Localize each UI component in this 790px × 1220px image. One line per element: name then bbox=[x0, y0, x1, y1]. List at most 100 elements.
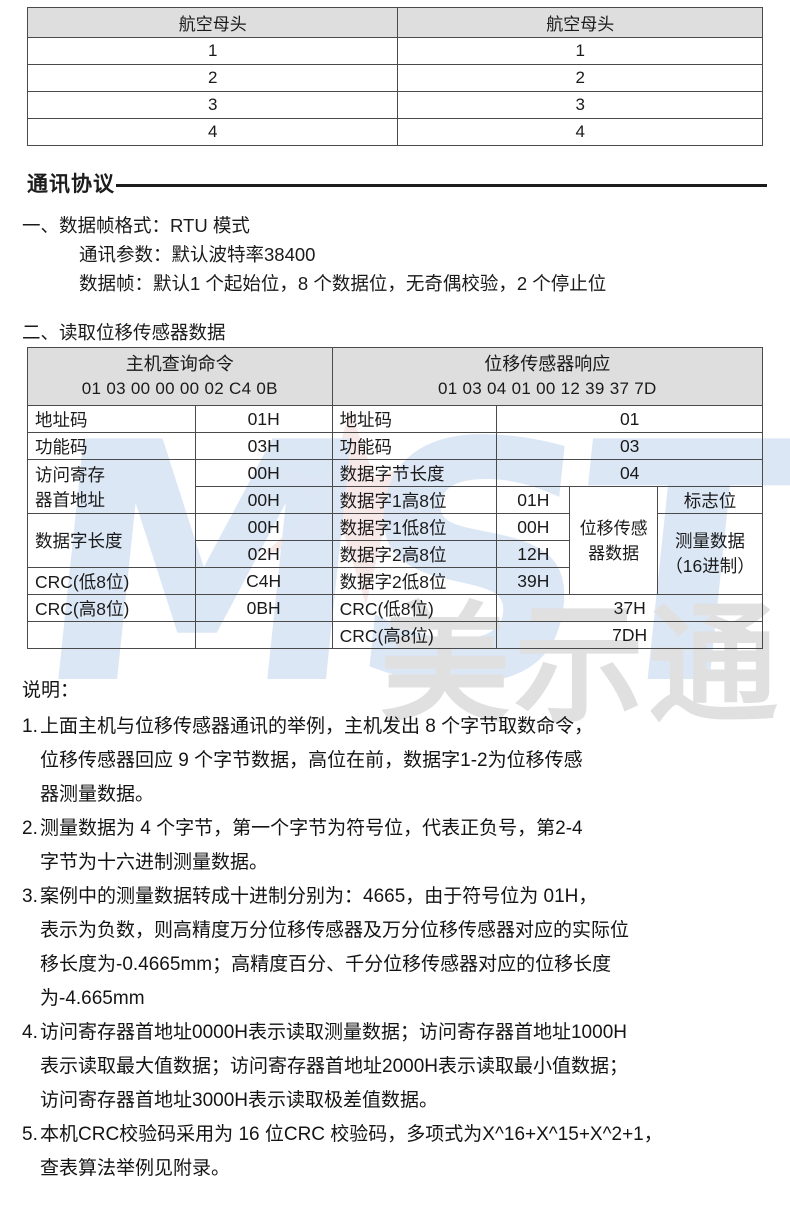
note-item: 3. 案例中的测量数据转成十进制分别为：4665，由于符号位为 01H， 表示为负数… bbox=[22, 880, 782, 1016]
host-data-length-label: 数据字长度 bbox=[27, 513, 196, 568]
host-label: CRC(高8位) bbox=[27, 594, 196, 622]
host-label: 功能码 bbox=[27, 432, 196, 460]
note-body: 访问寄存器首地址0000H表示读取测量数据；访问寄存器首地址1000H 表示读取最… bbox=[40, 1016, 782, 1118]
note-number: 3. bbox=[22, 886, 38, 907]
sensor-value: 12H bbox=[496, 540, 571, 568]
connector-cell: 1 bbox=[26, 37, 399, 65]
note-item: 2. 测量数据为 4 个字节，第一个字节为符号位，代表正负号，第2-4 字节为十六进… bbox=[22, 812, 782, 880]
table-row: 00H 数据字1高8位 01H 位移传感器数据 标志位 bbox=[28, 486, 763, 595]
host-command-header: 主机查询命令 01 03 00 00 00 02 C4 0B bbox=[27, 347, 333, 406]
sensor-label: 数据字1低8位 bbox=[331, 513, 498, 541]
note-line: 案例中的测量数据转成十进制分别为：4665，由于符号位为 01H， bbox=[40, 886, 598, 907]
section-title: 通讯协议 bbox=[27, 173, 115, 196]
note-line: 移长度为-0.4665mm；高精度百分、千分位移传感器对应的位移长度 bbox=[40, 954, 612, 975]
note-body: 本机CRC校验码采用为 16 位CRC 校验码，多项式为X^16+X^15+X^… bbox=[40, 1118, 782, 1186]
host-register-address-line-1: 访问寄存 bbox=[35, 464, 105, 485]
host-command-hex: 01 03 00 00 00 02 C4 0B bbox=[81, 379, 278, 398]
notes-heading: 说明： bbox=[22, 680, 80, 701]
sensor-value: 01 bbox=[496, 405, 763, 433]
note-line: 为-4.665mm bbox=[40, 988, 145, 1009]
host-label: 地址码 bbox=[27, 405, 196, 433]
connector-cell: 4 bbox=[26, 118, 399, 146]
table-row: 地址码 01H 地址码 01 bbox=[27, 405, 763, 433]
host-value: 03H bbox=[194, 432, 333, 460]
table-row: 4 4 bbox=[26, 118, 763, 146]
table-row: 3 3 bbox=[26, 91, 763, 119]
table-row: 1 1 bbox=[26, 37, 763, 65]
sensor-label: 数据字2低8位 bbox=[331, 567, 498, 595]
sensor-response-hex: 01 03 04 01 00 12 39 37 7D bbox=[437, 379, 657, 398]
note-line: 表示为负数，则高精度万分位移传感器及万分位移传感器对应的实际位 bbox=[40, 920, 630, 941]
sensor-value: 7DH bbox=[496, 621, 763, 649]
table-row: 2 2 bbox=[26, 64, 763, 92]
sensor-value: 03 bbox=[496, 432, 763, 460]
note-body: 上面主机与位移传感器通讯的举例，主机发出 8 个字节取数命令， 位移传感器回应 9… bbox=[40, 710, 782, 812]
sensor-response-title: 位移传感器响应 bbox=[484, 354, 611, 374]
protocol-header-row: 主机查询命令 01 03 00 00 00 02 C4 0B 位移传感器响应 0… bbox=[27, 347, 764, 406]
sensor-label: 数据字节长度 bbox=[331, 459, 498, 487]
sensor-label: 功能码 bbox=[331, 432, 498, 460]
note-number: 2. bbox=[22, 818, 38, 839]
frame-format-block: 一、数据帧格式：RTU 模式 通讯参数：默认波特率38400 数据帧：默认1 个… bbox=[22, 211, 606, 298]
section-rule bbox=[116, 183, 767, 187]
table-row: 02H 数据字2高8位 12H bbox=[28, 540, 763, 568]
aviation-connector-table: 航空母头 航空母头 1 1 2 2 3 3 4 4 bbox=[26, 7, 763, 146]
sensor-value: 00H bbox=[496, 513, 571, 541]
connector-cell: 2 bbox=[397, 64, 763, 92]
host-command-title: 主机查询命令 bbox=[125, 354, 234, 374]
note-line: 字节为十六进制测量数据。 bbox=[40, 852, 269, 873]
connector-header-left: 航空母头 bbox=[26, 7, 399, 38]
note-line: 表示读取最大值数据；访问寄存器首地址2000H表示读取最小值数据； bbox=[40, 1056, 628, 1077]
note-number: 1. bbox=[22, 716, 38, 737]
note-item: 1. 上面主机与位移传感器通讯的举例，主机发出 8 个字节取数命令， 位移传感器回应… bbox=[22, 710, 782, 812]
table-row: 功能码 03H 功能码 03 bbox=[27, 432, 763, 460]
sensor-label: CRC(低8位) bbox=[331, 594, 498, 622]
host-label-empty bbox=[27, 621, 196, 649]
note-number: 4. bbox=[22, 1022, 38, 1043]
measurement-data-label: 测量数据（16进制） bbox=[657, 513, 763, 595]
connector-header-right: 航空母头 bbox=[397, 7, 763, 38]
protocol-table: 主机查询命令 01 03 00 00 00 02 C4 0B 位移传感器响应 0… bbox=[27, 347, 764, 649]
host-value: 02H bbox=[194, 540, 333, 568]
connector-cell: 4 bbox=[397, 118, 763, 146]
table-header-row: 航空母头 航空母头 bbox=[26, 7, 763, 38]
host-value: 00H bbox=[194, 459, 333, 487]
connector-cell: 3 bbox=[26, 91, 399, 119]
note-body: 测量数据为 4 个字节，第一个字节为符号位，代表正负号，第2-4 字节为十六进制测… bbox=[40, 812, 782, 880]
table-row: 访问寄存 器首地址 00H 数据字节长度 04 bbox=[27, 459, 763, 514]
sensor-value: 01H bbox=[496, 486, 571, 514]
note-line: 访问寄存器首地址0000H表示读取测量数据；访问寄存器首地址1000H bbox=[40, 1022, 627, 1043]
notes-section: 说明： 1. 上面主机与位移传感器通讯的举例，主机发出 8 个字节取数命令， 位移传… bbox=[22, 674, 782, 1186]
sensor-response-header: 位移传感器响应 01 03 04 01 00 12 39 37 7D bbox=[331, 347, 764, 406]
connector-cell: 3 bbox=[397, 91, 763, 119]
sensor-label: 地址码 bbox=[331, 405, 498, 433]
host-label: CRC(低8位) bbox=[27, 567, 196, 595]
notes-list: 1. 上面主机与位移传感器通讯的举例，主机发出 8 个字节取数命令， 位移传感器回应… bbox=[22, 710, 782, 1186]
host-value: 01H bbox=[194, 405, 333, 433]
sensor-label: CRC(高8位) bbox=[331, 621, 498, 649]
sensor-label: 数据字1高8位 bbox=[331, 486, 498, 514]
sensor-value: 39H bbox=[496, 567, 571, 595]
table-row: CRC(低8位) C4H 数据字2低8位 39H bbox=[27, 567, 763, 595]
note-line: 访问寄存器首地址3000H表示读取极差值数据。 bbox=[40, 1090, 438, 1111]
host-value: 0BH bbox=[194, 594, 333, 622]
read-sensor-heading: 二、读取位移传感器数据 bbox=[22, 322, 226, 343]
host-value: 00H bbox=[194, 513, 333, 541]
host-value-empty bbox=[194, 621, 333, 649]
table-row: CRC(高8位) 0BH CRC(低8位) 37H bbox=[27, 594, 763, 622]
section-heading: 通讯协议 bbox=[27, 168, 767, 198]
note-item: 4. 访问寄存器首地址0000H表示读取测量数据；访问寄存器首地址1000H 表示读… bbox=[22, 1016, 782, 1118]
sensor-data-group-label: 位移传感器数据 bbox=[569, 486, 659, 595]
sensor-label: 数据字2高8位 bbox=[331, 540, 498, 568]
note-body: 案例中的测量数据转成十进制分别为：4665，由于符号位为 01H， 表示为负数，则… bbox=[40, 880, 782, 1016]
connector-cell: 1 bbox=[397, 37, 763, 65]
flag-bit-label: 标志位 bbox=[657, 486, 763, 514]
table-row: CRC(高8位) 7DH bbox=[27, 621, 763, 649]
frame-format-line-1: 一、数据帧格式：RTU 模式 bbox=[22, 215, 250, 236]
note-line: 查表算法举例见附录。 bbox=[40, 1158, 231, 1179]
note-line: 测量数据为 4 个字节，第一个字节为符号位，代表正负号，第2-4 bbox=[40, 818, 583, 839]
note-number: 5. bbox=[22, 1124, 38, 1145]
sensor-value: 37H bbox=[496, 594, 763, 622]
frame-format-line-3: 数据帧：默认1 个起始位，8 个数据位，无奇偶校验，2 个停止位 bbox=[79, 273, 607, 294]
host-value: C4H bbox=[194, 567, 333, 595]
